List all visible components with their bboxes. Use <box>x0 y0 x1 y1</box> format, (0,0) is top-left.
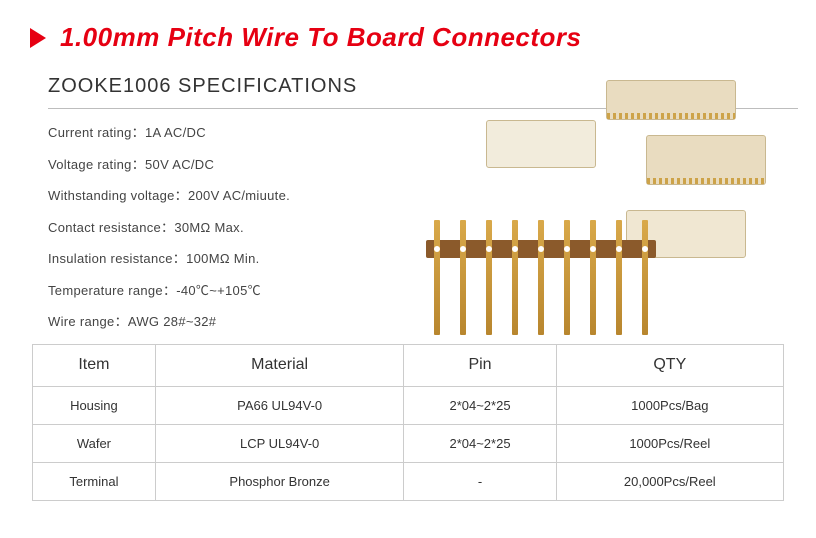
cell: - <box>404 462 556 500</box>
cell: Phosphor Bronze <box>155 462 404 500</box>
cell: PA66 UL94V-0 <box>155 386 404 424</box>
title-triangle-icon <box>30 28 46 48</box>
col-item: Item <box>33 344 156 386</box>
cell: Wafer <box>33 424 156 462</box>
product-illustration <box>396 80 776 360</box>
terminal-strip-icon <box>426 220 656 340</box>
cell: Terminal <box>33 462 156 500</box>
cell: 2*04~2*25 <box>404 424 556 462</box>
cell: 1000Pcs/Reel <box>556 424 783 462</box>
cell: Housing <box>33 386 156 424</box>
materials-table: Item Material Pin QTY Housing PA66 UL94V… <box>32 344 784 501</box>
page-title: 1.00mm Pitch Wire To Board Connectors <box>60 22 582 53</box>
cell: 2*04~2*25 <box>404 386 556 424</box>
col-material: Material <box>155 344 404 386</box>
table-row: Terminal Phosphor Bronze - 20,000Pcs/Ree… <box>33 462 784 500</box>
cell: LCP UL94V-0 <box>155 424 404 462</box>
table-row: Housing PA66 UL94V-0 2*04~2*25 1000Pcs/B… <box>33 386 784 424</box>
cell: 20,000Pcs/Reel <box>556 462 783 500</box>
table-row: Wafer LCP UL94V-0 2*04~2*25 1000Pcs/Reel <box>33 424 784 462</box>
cell: 1000Pcs/Bag <box>556 386 783 424</box>
